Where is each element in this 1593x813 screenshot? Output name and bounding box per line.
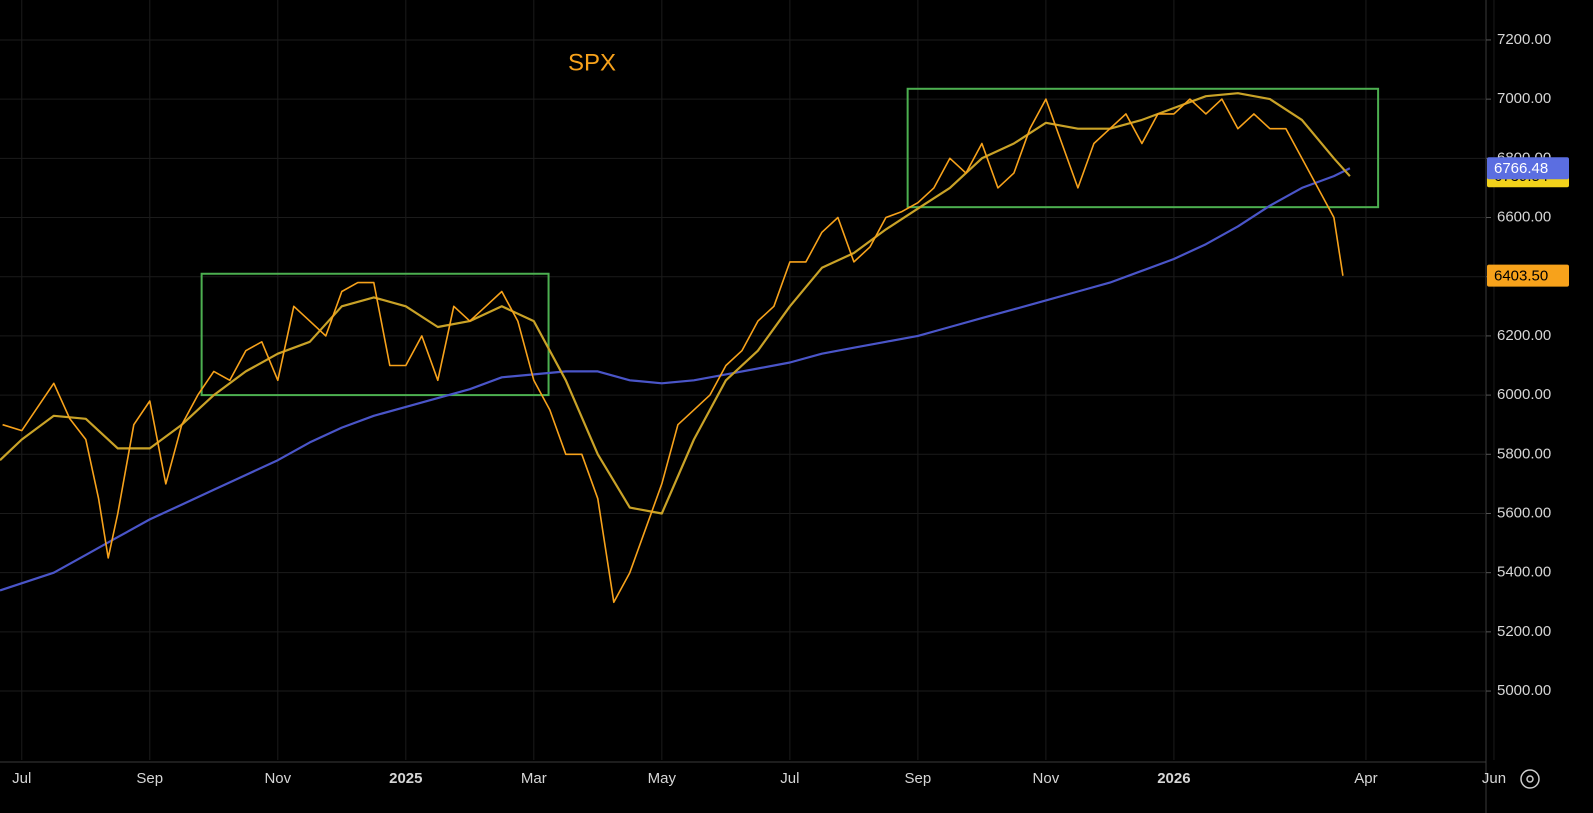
y-tick-label: 7200.00 — [1497, 31, 1551, 48]
x-tick-label: Apr — [1354, 770, 1377, 787]
y-tick-label: 5200.00 — [1497, 623, 1551, 640]
chart-title: SPX — [568, 49, 616, 76]
x-tick-label: Jun — [1482, 770, 1506, 787]
y-tick-label: 6000.00 — [1497, 386, 1551, 403]
price-label: 6403.50 — [1494, 268, 1548, 285]
y-tick-label: 6600.00 — [1497, 208, 1551, 225]
settings-dot[interactable] — [1526, 775, 1534, 783]
x-tick-label: Jul — [780, 770, 799, 787]
y-tick-label: 5600.00 — [1497, 504, 1551, 521]
y-tick-label: 5400.00 — [1497, 564, 1551, 581]
price-label: 6766.48 — [1494, 160, 1548, 177]
x-tick-label: 2026 — [1157, 770, 1190, 787]
y-tick-label: 5800.00 — [1497, 445, 1551, 462]
y-tick-label: 6200.00 — [1497, 327, 1551, 344]
series-line — [0, 92, 1351, 515]
x-tick-label: 2025 — [389, 770, 422, 787]
x-tick-label: Mar — [521, 770, 547, 787]
range-box — [906, 87, 1380, 209]
series-line — [2, 98, 1344, 604]
price-label-bg — [1487, 264, 1569, 287]
y-tick-label: 5000.00 — [1497, 682, 1551, 699]
series-line — [0, 167, 1351, 592]
settings-icon[interactable] — [1520, 769, 1540, 789]
x-tick-label: May — [648, 770, 677, 787]
price-label-bg — [1487, 157, 1569, 180]
x-tick-label: Sep — [905, 770, 932, 787]
x-tick-label: Nov — [264, 770, 291, 787]
y-tick-label: 7000.00 — [1497, 90, 1551, 107]
settings-ring[interactable] — [1520, 769, 1540, 789]
range-box — [200, 272, 550, 397]
x-tick-label: Jul — [12, 770, 31, 787]
x-tick-label: Sep — [136, 770, 163, 787]
x-tick-label: Nov — [1033, 770, 1060, 787]
